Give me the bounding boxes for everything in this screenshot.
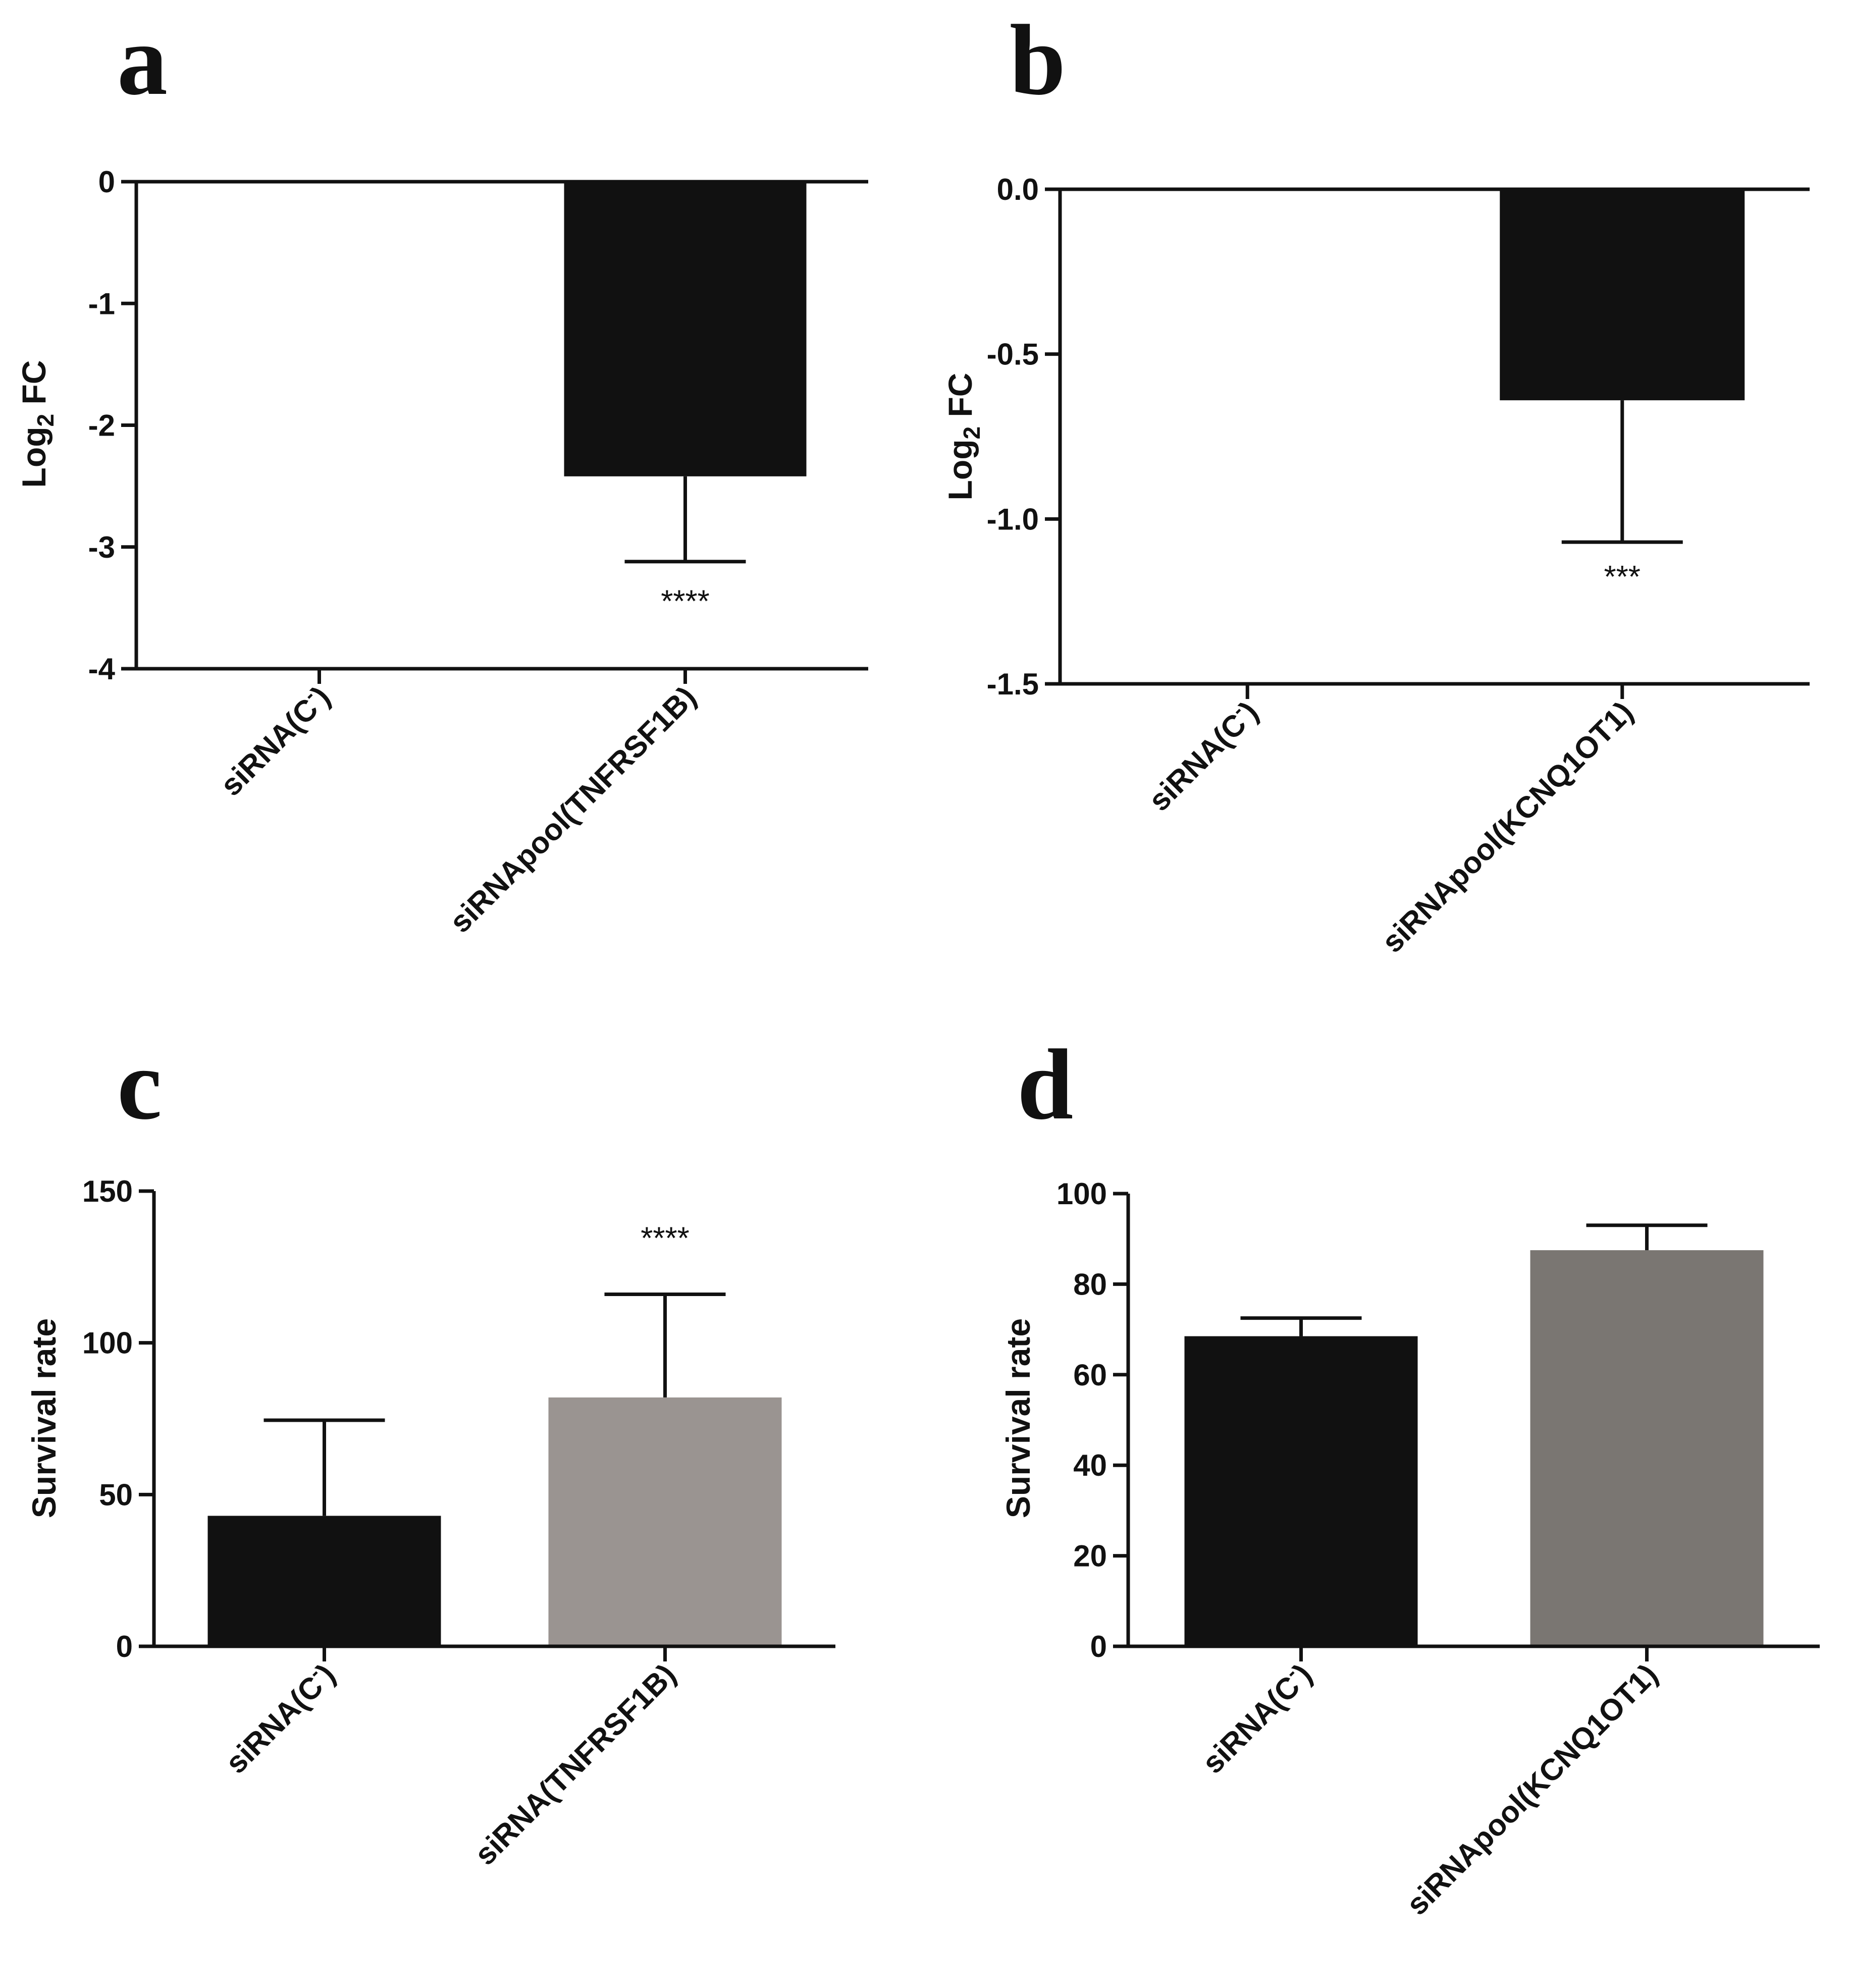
error-bar-c-1 [604,1292,726,1398]
category-label-c-0: siRNA(C-) [217,1655,342,1780]
y-axis-label-c: Survival rate [25,1318,63,1518]
panel-b: b 0.0 -0.5 -1.0 -1.5 siRNA(C-) siRNApool(KCNQ… [924,0,1849,1009]
y-axis-label-b: Log2 FC [941,373,985,501]
panel-c-letter: c [117,1029,162,1141]
chart-b: 0.0 -0.5 -1.0 -1.5 siRNA(C-) siRNApool(KCNQ1O… [941,173,1810,959]
y-tick-label-c-0: 0 [116,1630,133,1663]
category-label-b-0: siRNA(C-) [1140,693,1265,818]
significance-b-1: *** [1604,560,1641,595]
y-tick-label-d-5: 100 [1056,1177,1107,1211]
y-tick-label-b-2: -1.0 [987,502,1039,536]
error-bar-d-1 [1586,1223,1708,1251]
significance-a-1: **** [661,584,710,619]
panel-c: c 0 50 100 150 siRNA(C-) siRNA(TNFRSF1B) Survi… [0,1009,924,1988]
panel-a: a 0 -1 -2 -3 -4 siRNA(C-) siRNApool(TNFRSF1B) L… [0,0,924,1009]
y-axis-label-d: Survival rate [999,1318,1037,1518]
error-bar-d-0 [1240,1316,1362,1336]
y-tick-label-c-1: 50 [99,1478,133,1512]
category-label-b-1: siRNApool(KCNQ1OT1) [1375,695,1640,959]
error-bar-b-1 [1561,400,1683,544]
y-tick-label-a-4: -4 [88,652,116,686]
y-tick-label-b-1: -0.5 [987,338,1039,371]
chart-c: 0 50 100 150 siRNA(C-) siRNA(TNFRSF1B) Surviva… [25,1174,835,1871]
y-tick-label-d-1: 20 [1073,1539,1107,1573]
bar-a-1 [564,182,807,476]
y-tick-label-c-2: 100 [82,1326,133,1360]
panel-d-letter: d [1017,1029,1074,1141]
category-label-a-0: siRNA(C-) [212,678,337,802]
bar-c-1 [548,1397,782,1646]
y-tick-label-b-3: -1.5 [987,667,1039,701]
bar-c-0 [207,1516,441,1646]
y-tick-label-d-3: 60 [1073,1358,1107,1392]
y-tick-label-a-2: -2 [88,409,115,443]
y-tick-label-a-1: -1 [88,287,115,320]
bar-d-1 [1530,1250,1764,1646]
bar-b-1 [1500,189,1745,401]
y-tick-label-d-2: 40 [1073,1448,1107,1482]
y-tick-label-a-3: -3 [88,530,115,564]
panel-b-letter: b [1010,5,1066,116]
y-tick-label-a-0: 0 [98,165,115,199]
panel-d: d 0 20 40 60 80 100 siRNA(C-) siRNApool(KCNQ1OT… [924,1009,1849,1988]
chart-a: 0 -1 -2 -3 -4 siRNA(C-) siRNApool(TNFRSF1B) Log… [15,165,868,939]
category-label-a-1: siRNApool(TNFRSF1B) [443,680,703,939]
y-tick-label-c-3: 150 [82,1174,133,1208]
bar-d-0 [1184,1336,1418,1646]
y-tick-label-b-0: 0.0 [997,173,1039,206]
y-tick-label-d-0: 0 [1090,1630,1107,1663]
error-bar-a-1 [624,476,746,564]
category-label-c-1: siRNA(TNFRSF1B) [468,1657,682,1871]
y-axis-label-a: Log2 FC [15,360,59,488]
category-label-d-0: siRNA(C-) [1194,1655,1318,1780]
category-label-d-1: siRNApool(KCNQ1OT1) [1400,1657,1664,1922]
significance-c-1: **** [641,1221,690,1256]
chart-d: 0 20 40 60 80 100 siRNA(C-) siRNApool(KCNQ1OT1)… [999,1177,1820,1922]
y-tick-label-d-4: 80 [1073,1267,1107,1301]
panel-a-letter: a [117,5,168,116]
error-bar-c-0 [263,1418,385,1516]
